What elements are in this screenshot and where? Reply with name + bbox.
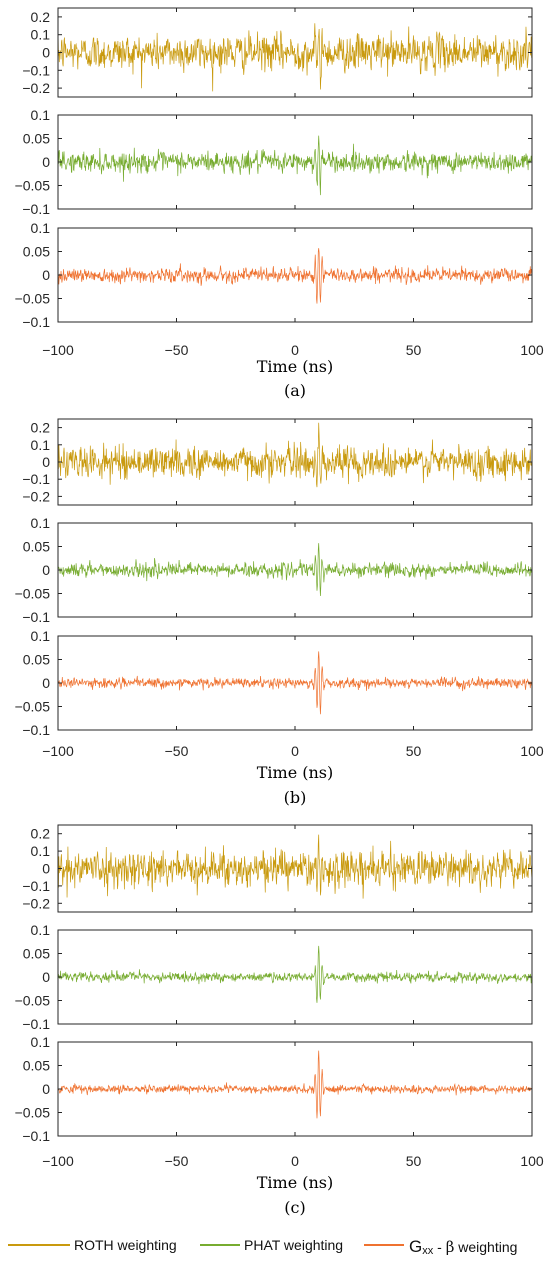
panel-2-0: −0.2−0.10 0.10.2 bbox=[22, 824, 533, 913]
panel-2-1: −0.1 −0.05 0 0.05 0.1 bbox=[15, 922, 533, 1032]
y-tick-label: 0 bbox=[42, 45, 50, 61]
series-line-0-2 bbox=[57, 248, 533, 304]
y-tick-label: 0 bbox=[42, 861, 50, 877]
x-axis-label: Time (ns) bbox=[257, 1173, 334, 1192]
y-tick-label: 0.2 bbox=[31, 9, 51, 25]
y-tick-label: 0.1 bbox=[31, 843, 51, 859]
chart-group-1: −0.2−0.100.10.2−0.1−0.0500.050.1−0.1−0.0… bbox=[15, 418, 544, 807]
legend-gxx-main: G bbox=[409, 1237, 422, 1256]
y-tick-label: 0 bbox=[42, 675, 50, 691]
y-tick-label: −0.1 bbox=[22, 1016, 50, 1032]
y-tick-label: 0 bbox=[42, 1081, 50, 1097]
x-tick-label: −50 bbox=[165, 1153, 189, 1169]
y-tick-label: −0.1 bbox=[22, 62, 50, 78]
y-tick-label: 0.1 bbox=[31, 1034, 51, 1050]
panel-1-2: −0.1 −0.05 0 0.05 0.1 bbox=[15, 628, 533, 738]
panel-1-1: −0.1 −0.05 0 0.05 0.1 bbox=[15, 515, 533, 625]
subfigure-caption: (b) bbox=[284, 788, 307, 807]
x-tick-label: 100 bbox=[520, 342, 544, 358]
x-tick-label: −50 bbox=[165, 342, 189, 358]
y-tick-label: −0.1 bbox=[22, 722, 50, 738]
x-tick-label: −100 bbox=[42, 743, 74, 759]
y-tick-label: −0.2 bbox=[22, 80, 50, 96]
legend-label-gxx: Gxx - β weighting bbox=[409, 1237, 517, 1257]
panel-0-1: −0.1 −0.05 0 0.05 0.1 bbox=[15, 107, 533, 217]
y-tick-label: 0.2 bbox=[31, 826, 51, 842]
y-tick-label: −0.05 bbox=[15, 178, 51, 194]
x-tick-label: 50 bbox=[406, 1153, 422, 1169]
x-tick-label: 0 bbox=[291, 743, 299, 759]
x-tick-label: 50 bbox=[406, 342, 422, 358]
x-tick-label: −100 bbox=[42, 1153, 74, 1169]
panel-0-2: −0.1 −0.05 0 0.05 0.1 bbox=[15, 220, 533, 330]
y-tick-label: −0.1 bbox=[22, 609, 50, 625]
x-tick-label: −50 bbox=[165, 743, 189, 759]
legend-gxx-tail: weighting bbox=[454, 1239, 517, 1255]
panel-2-2: −0.1 −0.05 0 0.05 0.1 bbox=[15, 1034, 533, 1144]
legend: ROTH weighting PHAT weighting Gxx - β we… bbox=[8, 1237, 517, 1257]
series-line-2-2 bbox=[57, 1050, 533, 1119]
y-tick-label: 0.05 bbox=[23, 131, 50, 147]
y-tick-label: 0.1 bbox=[31, 437, 51, 453]
y-tick-label: −0.1 bbox=[22, 878, 50, 894]
series-line-0-1 bbox=[57, 135, 533, 196]
panel-1-0: −0.2−0.100.10.2 bbox=[22, 418, 533, 506]
y-tick-label: 0.2 bbox=[31, 420, 51, 436]
y-tick-label: −0.1 bbox=[22, 1128, 50, 1144]
subfigure-caption: (c) bbox=[284, 1198, 305, 1217]
x-tick-label: 100 bbox=[520, 1153, 544, 1169]
legend-gxx-beta: β bbox=[446, 1238, 455, 1256]
y-tick-label: 0.1 bbox=[31, 220, 51, 236]
series-line-1-0 bbox=[57, 422, 533, 488]
y-tick-label: −0.1 bbox=[22, 314, 50, 330]
y-tick-label: −0.2 bbox=[22, 895, 50, 911]
series-line-1-1 bbox=[57, 543, 533, 596]
x-axis-label: Time (ns) bbox=[257, 357, 334, 376]
legend-gxx-dash: - bbox=[433, 1239, 445, 1255]
legend-label-phat: PHAT weighting bbox=[244, 1237, 343, 1253]
legend-gxx-sub: xx bbox=[422, 1245, 434, 1257]
x-tick-label: 0 bbox=[291, 342, 299, 358]
y-tick-label: −0.1 bbox=[22, 471, 50, 487]
y-tick-label: 0 bbox=[42, 267, 50, 283]
y-tick-label: 0 bbox=[42, 154, 50, 170]
series-line-2-0 bbox=[57, 834, 533, 899]
y-tick-label: −0.05 bbox=[15, 291, 51, 307]
chart-groups: −0.2−0.100.10.2−0.1−0.0500.050.1−0.1−0.0… bbox=[15, 7, 544, 1217]
y-tick-label: 0.1 bbox=[31, 107, 51, 123]
y-tick-label: 0.05 bbox=[23, 652, 50, 668]
chart-group-2: −0.2−0.100.10.2−0.1−0.0500.050.1−0.1−0.0… bbox=[15, 824, 544, 1217]
y-tick-label: −0.05 bbox=[15, 1105, 51, 1121]
y-tick-label: −0.05 bbox=[15, 993, 51, 1009]
y-tick-label: 0.05 bbox=[23, 1058, 50, 1074]
legend-label-roth: ROTH weighting bbox=[74, 1237, 177, 1253]
series-line-1-2 bbox=[57, 651, 533, 715]
x-tick-label: −100 bbox=[42, 342, 74, 358]
y-tick-label: −0.1 bbox=[22, 201, 50, 217]
x-tick-label: 0 bbox=[291, 1153, 299, 1169]
y-tick-label: 0.05 bbox=[23, 244, 50, 260]
y-tick-label: 0.1 bbox=[31, 922, 51, 938]
y-tick-label: 0.1 bbox=[31, 628, 51, 644]
y-tick-label: 0.05 bbox=[23, 946, 50, 962]
chart-group-0: −0.2−0.100.10.2−0.1−0.0500.050.1−0.1−0.0… bbox=[15, 7, 544, 400]
y-tick-label: 0.1 bbox=[31, 515, 51, 531]
y-tick-label: 0 bbox=[42, 969, 50, 985]
y-tick-label: −0.05 bbox=[15, 586, 51, 602]
y-tick-label: 0.1 bbox=[31, 27, 51, 43]
subfigure-caption: (a) bbox=[284, 381, 306, 400]
y-tick-label: −0.2 bbox=[22, 488, 50, 504]
x-tick-label: 50 bbox=[406, 743, 422, 759]
series-line-0-0 bbox=[57, 23, 533, 92]
x-tick-label: 100 bbox=[520, 743, 544, 759]
panel-0-0: −0.2 −0.10 0.1 0.2 bbox=[22, 7, 533, 98]
series-line-2-1 bbox=[57, 945, 533, 1003]
y-tick-label: 0 bbox=[42, 562, 50, 578]
y-tick-label: 0 bbox=[42, 454, 50, 470]
y-tick-label: 0.05 bbox=[23, 539, 50, 555]
y-tick-label: −0.05 bbox=[15, 699, 51, 715]
x-axis-label: Time (ns) bbox=[257, 763, 334, 782]
